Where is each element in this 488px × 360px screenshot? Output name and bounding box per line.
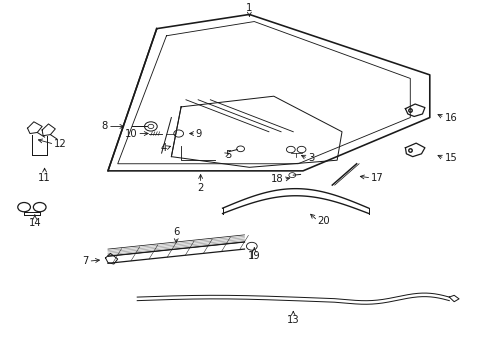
Text: 17: 17 xyxy=(370,173,383,183)
Text: 15: 15 xyxy=(444,153,456,163)
Text: 11: 11 xyxy=(38,173,51,183)
Text: 12: 12 xyxy=(54,139,67,149)
Text: 14: 14 xyxy=(28,218,41,228)
Text: 2: 2 xyxy=(197,183,203,193)
Text: 8: 8 xyxy=(102,121,108,131)
Text: 6: 6 xyxy=(173,227,179,237)
Text: 1: 1 xyxy=(245,3,252,13)
Text: 5: 5 xyxy=(224,150,231,160)
Text: 13: 13 xyxy=(286,315,299,325)
Text: 19: 19 xyxy=(247,251,260,261)
Text: 20: 20 xyxy=(317,216,329,226)
Text: 18: 18 xyxy=(270,174,283,184)
Text: 3: 3 xyxy=(307,153,313,163)
Text: 16: 16 xyxy=(444,113,456,122)
Text: 10: 10 xyxy=(124,129,137,139)
Text: 9: 9 xyxy=(195,129,202,139)
Text: 7: 7 xyxy=(82,256,88,266)
Text: 4: 4 xyxy=(160,143,166,153)
